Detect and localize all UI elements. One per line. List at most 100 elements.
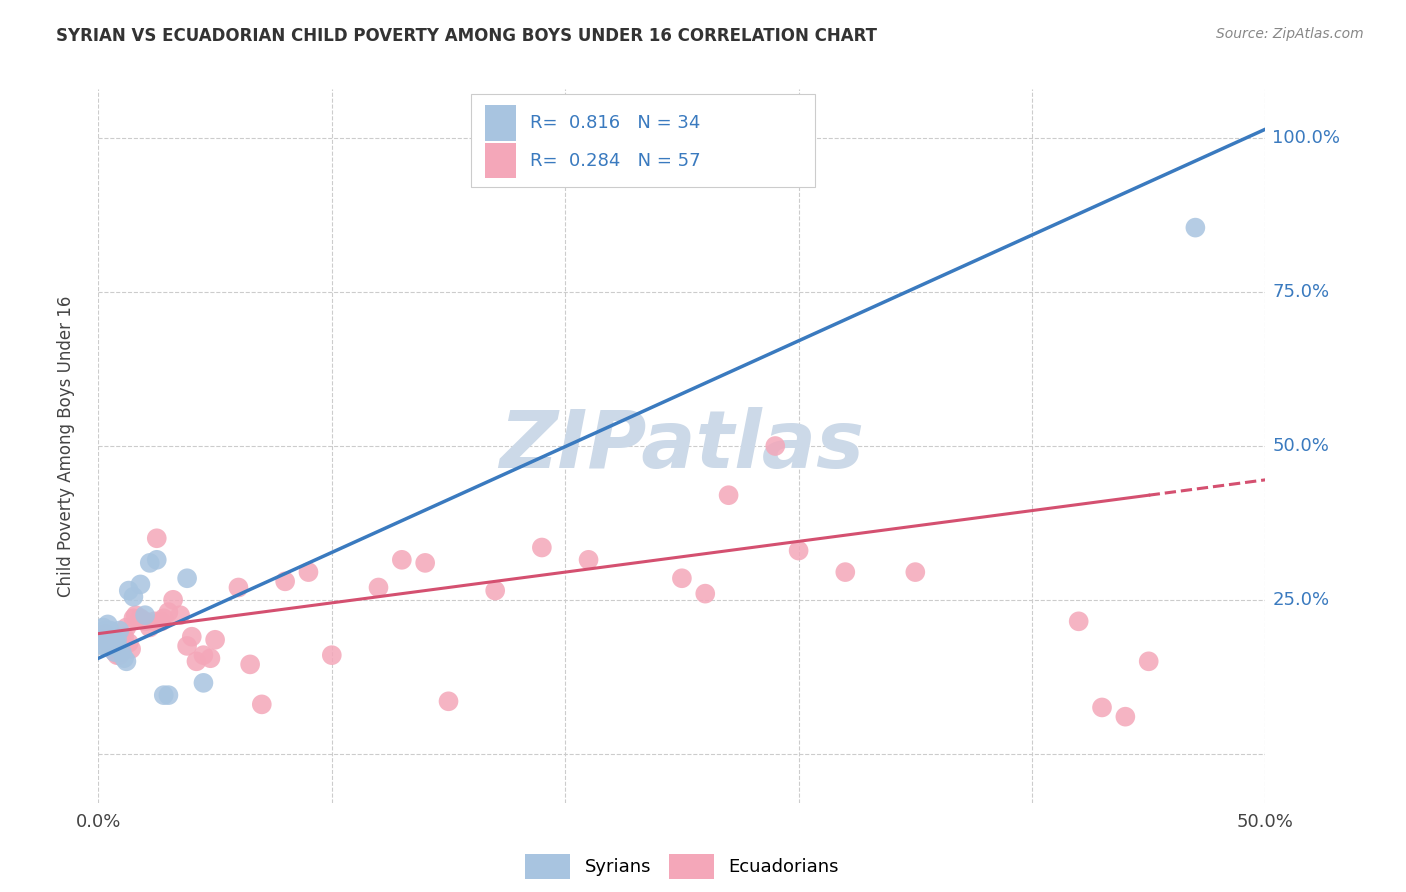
Point (484, 583, 506, 598)
Point (98, 632, 121, 647)
Point (104, 645, 127, 659)
Point (101, 639, 124, 653)
Point (904, 565, 927, 579)
Point (105, 632, 128, 647)
Point (1114, 709, 1136, 723)
Point (125, 608, 148, 623)
Point (139, 620, 162, 634)
Point (122, 590, 145, 604)
Point (98, 632, 121, 647)
Text: 100.0%: 100.0% (1272, 129, 1340, 147)
Point (101, 639, 124, 653)
Point (297, 565, 319, 579)
Point (97, 617, 120, 632)
Point (122, 611, 145, 625)
Point (204, 632, 226, 647)
Point (162, 592, 184, 607)
Point (134, 608, 156, 623)
Point (104, 632, 127, 647)
Point (763, 439, 786, 453)
Point (1184, 220, 1206, 235)
Point (111, 632, 134, 647)
Point (437, 694, 460, 708)
Point (134, 615, 156, 629)
Point (176, 571, 198, 585)
Point (391, 553, 413, 567)
Point (90, 626, 112, 640)
Point (105, 648, 128, 662)
Point (239, 657, 262, 672)
Point (91, 632, 114, 647)
Point (98, 624, 121, 638)
Point (112, 630, 135, 644)
Point (111, 645, 134, 659)
Point (105, 639, 128, 653)
Point (94, 626, 117, 640)
Point (180, 630, 202, 644)
Text: Source: ZipAtlas.com: Source: ZipAtlas.com (1216, 27, 1364, 41)
Point (787, 543, 810, 558)
Point (413, 556, 436, 570)
Point (1091, 700, 1114, 714)
Point (129, 611, 152, 625)
Point (1067, 615, 1090, 629)
Point (91, 620, 114, 634)
Point (139, 556, 162, 570)
Point (108, 624, 131, 638)
Point (143, 615, 166, 629)
Point (97, 632, 120, 647)
Point (169, 608, 191, 623)
Point (94, 639, 117, 653)
Point (101, 630, 124, 644)
Point (157, 605, 180, 619)
Text: 50.0%: 50.0% (1272, 437, 1329, 455)
Point (228, 581, 250, 595)
Point (90, 632, 112, 647)
Point (90, 632, 112, 647)
Point (146, 553, 169, 567)
Point (695, 587, 717, 601)
Point (274, 574, 297, 589)
Point (578, 553, 600, 567)
Point (115, 620, 138, 634)
Point (250, 698, 273, 712)
Point (367, 581, 389, 595)
Point (108, 648, 131, 662)
Text: 25.0%: 25.0% (1272, 591, 1330, 609)
Point (834, 565, 856, 579)
Point (104, 645, 127, 659)
Point (97, 630, 120, 644)
Point (98, 639, 121, 653)
Point (176, 639, 198, 653)
Point (118, 583, 141, 598)
Point (152, 611, 174, 625)
Y-axis label: Child Poverty Among Boys Under 16: Child Poverty Among Boys Under 16 (56, 295, 75, 597)
Point (120, 642, 142, 657)
Point (91, 630, 114, 644)
Point (152, 688, 174, 702)
Point (186, 654, 208, 668)
Point (94, 624, 117, 638)
Point (321, 648, 343, 662)
Text: ZIPatlas: ZIPatlas (499, 407, 865, 485)
Point (193, 676, 215, 690)
Point (115, 654, 138, 668)
Point (112, 651, 135, 665)
Point (150, 615, 173, 629)
Text: SYRIAN VS ECUADORIAN CHILD POVERTY AMONG BOYS UNDER 16 CORRELATION CHART: SYRIAN VS ECUADORIAN CHILD POVERTY AMONG… (56, 27, 877, 45)
Legend: Syrians, Ecuadorians: Syrians, Ecuadorians (517, 847, 846, 887)
Point (129, 577, 152, 591)
Point (200, 651, 222, 665)
Point (91, 639, 114, 653)
Point (104, 639, 127, 653)
Point (671, 571, 693, 585)
Point (118, 636, 141, 650)
Point (193, 648, 215, 662)
Text: 75.0%: 75.0% (1272, 283, 1330, 301)
Text: R=  0.816   N = 34: R= 0.816 N = 34 (530, 114, 700, 132)
Point (94, 632, 117, 647)
Point (146, 531, 169, 545)
Text: R=  0.284   N = 57: R= 0.284 N = 57 (530, 152, 700, 169)
Point (530, 541, 553, 555)
Point (717, 488, 740, 502)
